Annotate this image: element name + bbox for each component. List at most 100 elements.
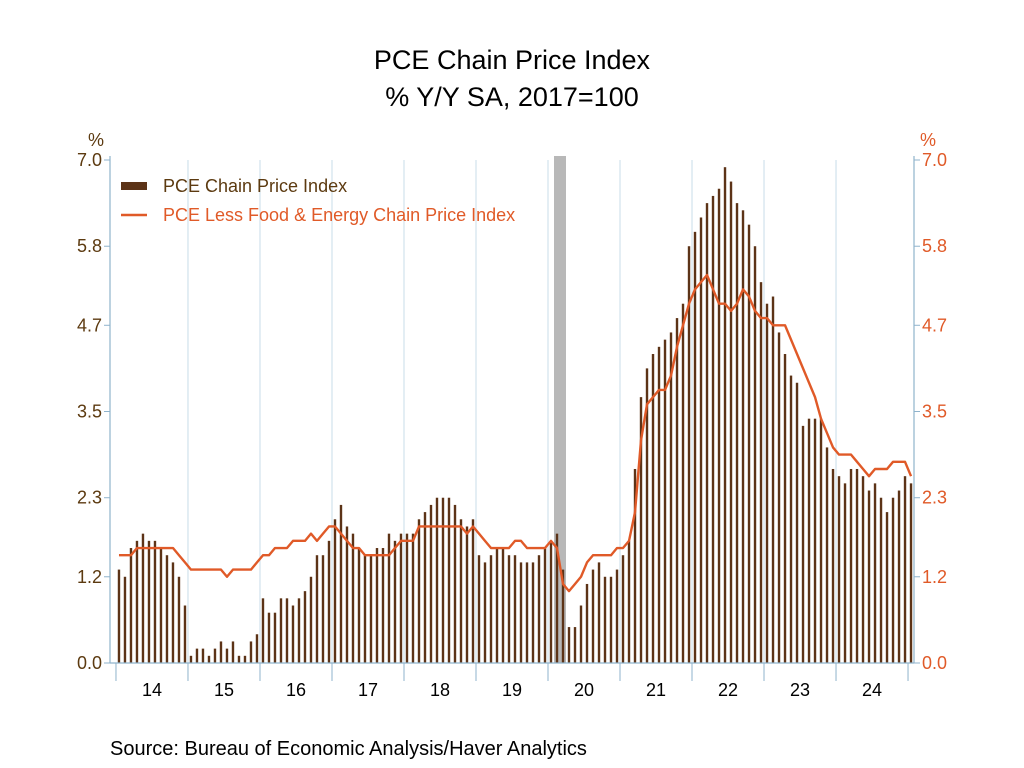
x-tick-label: 18: [430, 680, 450, 700]
bar: [753, 246, 757, 663]
bar: [807, 418, 811, 663]
bar: [585, 583, 589, 663]
bar: [291, 605, 295, 663]
gridlines: [187, 160, 837, 663]
bar: [183, 605, 187, 663]
right-y-tick-label: 1.2: [922, 567, 947, 587]
bar: [819, 418, 823, 663]
bar: [705, 203, 709, 663]
bar: [597, 562, 601, 663]
bar: [627, 540, 631, 663]
bar: [231, 641, 235, 663]
bar: [795, 382, 799, 663]
bar: [267, 612, 271, 663]
bar: [159, 548, 163, 663]
bar: [387, 533, 391, 663]
bar: [789, 375, 793, 663]
left-y-tick-label: 7.0: [77, 150, 102, 170]
bar: [843, 483, 847, 663]
bar: [579, 605, 583, 663]
bar: [369, 555, 373, 663]
bar: [147, 540, 151, 663]
bar: [513, 555, 517, 663]
bar: [783, 354, 787, 663]
bar: [903, 476, 907, 663]
bar: [483, 562, 487, 663]
x-tick-label: 16: [286, 680, 306, 700]
bar: [717, 188, 721, 663]
bar: [471, 519, 475, 663]
bar: [135, 540, 139, 663]
left-axis-unit: %: [88, 130, 104, 150]
bar: [237, 655, 241, 663]
bar: [309, 576, 313, 663]
bar: [315, 555, 319, 663]
bar: [123, 576, 127, 663]
source-note: Source: Bureau of Economic Analysis/Have…: [110, 738, 587, 760]
bar: [141, 533, 145, 663]
right-y-tick-label: 0.0: [922, 653, 947, 673]
bar: [867, 490, 871, 663]
bar: [747, 224, 751, 663]
bar: [537, 555, 541, 663]
right-y-tick-label: 4.7: [922, 315, 947, 335]
bar: [633, 468, 637, 663]
bar: [477, 555, 481, 663]
bar: [261, 598, 265, 663]
bar: [855, 468, 859, 663]
bar: [573, 627, 577, 663]
bar: [495, 548, 499, 663]
chart-title: PCE Chain Price Index: [373, 45, 651, 75]
x-tick-label: 23: [790, 680, 810, 700]
x-tick-label: 17: [358, 680, 378, 700]
bar: [381, 548, 385, 663]
legend-swatch-bars: [121, 182, 147, 190]
left-y-tick-label: 2.3: [77, 488, 102, 508]
bar: [771, 296, 775, 663]
chart-subtitle: % Y/Y SA, 2017=100: [385, 82, 639, 112]
bar: [591, 569, 595, 663]
bar: [171, 562, 175, 663]
bar: [813, 418, 817, 663]
legend-label-bars: PCE Chain Price Index: [163, 176, 347, 196]
left-y-tick-label: 4.7: [77, 315, 102, 335]
bar: [897, 490, 901, 663]
bar: [651, 354, 655, 663]
left-y-tick-label: 1.2: [77, 567, 102, 587]
bar: [729, 181, 733, 664]
x-tick-label: 24: [862, 680, 882, 700]
bar: [165, 555, 169, 663]
bar: [645, 368, 649, 663]
bar: [657, 346, 661, 663]
bar: [561, 569, 565, 663]
bar: [507, 555, 511, 663]
bar: [225, 648, 229, 663]
bar: [399, 533, 403, 663]
bar: [609, 576, 613, 663]
x-tick-label: 22: [718, 680, 738, 700]
bar: [393, 540, 397, 663]
bar: [885, 512, 889, 663]
right-y-tick-label: 3.5: [922, 402, 947, 422]
bar: [441, 497, 445, 663]
legend-label-line: PCE Less Food & Energy Chain Price Index: [163, 205, 515, 225]
left-y-tick-label: 0.0: [77, 653, 102, 673]
bar: [417, 519, 421, 663]
bar: [273, 612, 277, 663]
bar-series: [117, 167, 913, 664]
legend: PCE Chain Price Index PCE Less Food & Ene…: [121, 176, 515, 225]
x-tick-label: 15: [214, 680, 234, 700]
bar: [825, 447, 829, 663]
bar: [339, 504, 343, 663]
bar: [531, 562, 535, 663]
line-series: [118, 273, 913, 593]
bar: [279, 598, 283, 663]
bar: [879, 497, 883, 663]
bar: [837, 476, 841, 663]
bar: [459, 519, 463, 663]
bar: [735, 203, 739, 663]
bar: [555, 533, 559, 663]
bar: [117, 569, 121, 663]
bar: [603, 576, 607, 663]
